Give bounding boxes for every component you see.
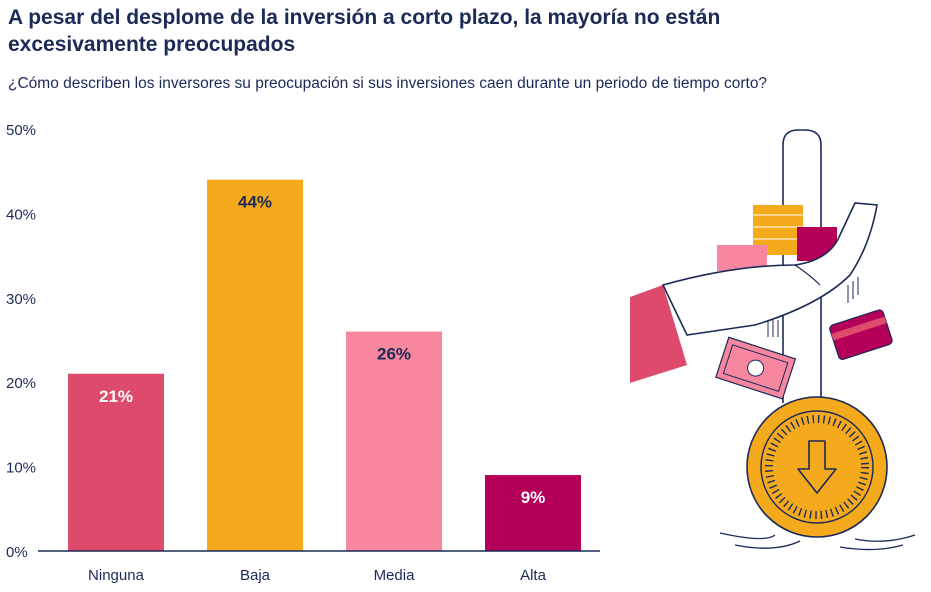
data-label: 21%	[99, 387, 133, 406]
hand	[661, 202, 878, 336]
credit-card-icon	[829, 309, 893, 361]
y-tick-label: 50%	[6, 122, 36, 139]
chart-title: A pesar del desplome de la inversión a c…	[8, 6, 721, 56]
x-tick-label: Ninguna	[88, 567, 145, 584]
data-label: 44%	[238, 193, 272, 212]
bar-baja	[207, 179, 303, 551]
y-tick-label: 20%	[6, 375, 36, 392]
data-label: 9%	[521, 488, 546, 507]
y-tick-label: 0%	[6, 544, 28, 561]
bar-alta	[485, 475, 581, 551]
falling-coin-icon	[746, 396, 888, 538]
bar-ninguna	[68, 373, 164, 551]
data-label: 26%	[377, 345, 411, 364]
investment-illustration	[630, 129, 916, 551]
x-tick-label: Alta	[520, 567, 547, 584]
y-tick-label: 30%	[6, 291, 36, 308]
down-arrow-icon	[797, 440, 837, 494]
bar-chart: 0% 10% 20% 30% 40% 50% 21% Ninguna 44% Baja 26% Med…	[6, 122, 600, 584]
x-tick-label: Media	[374, 567, 416, 584]
x-tick-label: Baja	[240, 567, 271, 584]
chart-subtitle: ¿Cómo describen los inversores su preocu…	[8, 75, 768, 92]
hanging-chain	[782, 129, 822, 403]
banknote-icon	[715, 336, 797, 400]
bar-media	[346, 331, 442, 551]
sleeve	[630, 285, 687, 383]
y-tick-label: 10%	[6, 460, 36, 477]
y-tick-label: 40%	[6, 206, 36, 223]
